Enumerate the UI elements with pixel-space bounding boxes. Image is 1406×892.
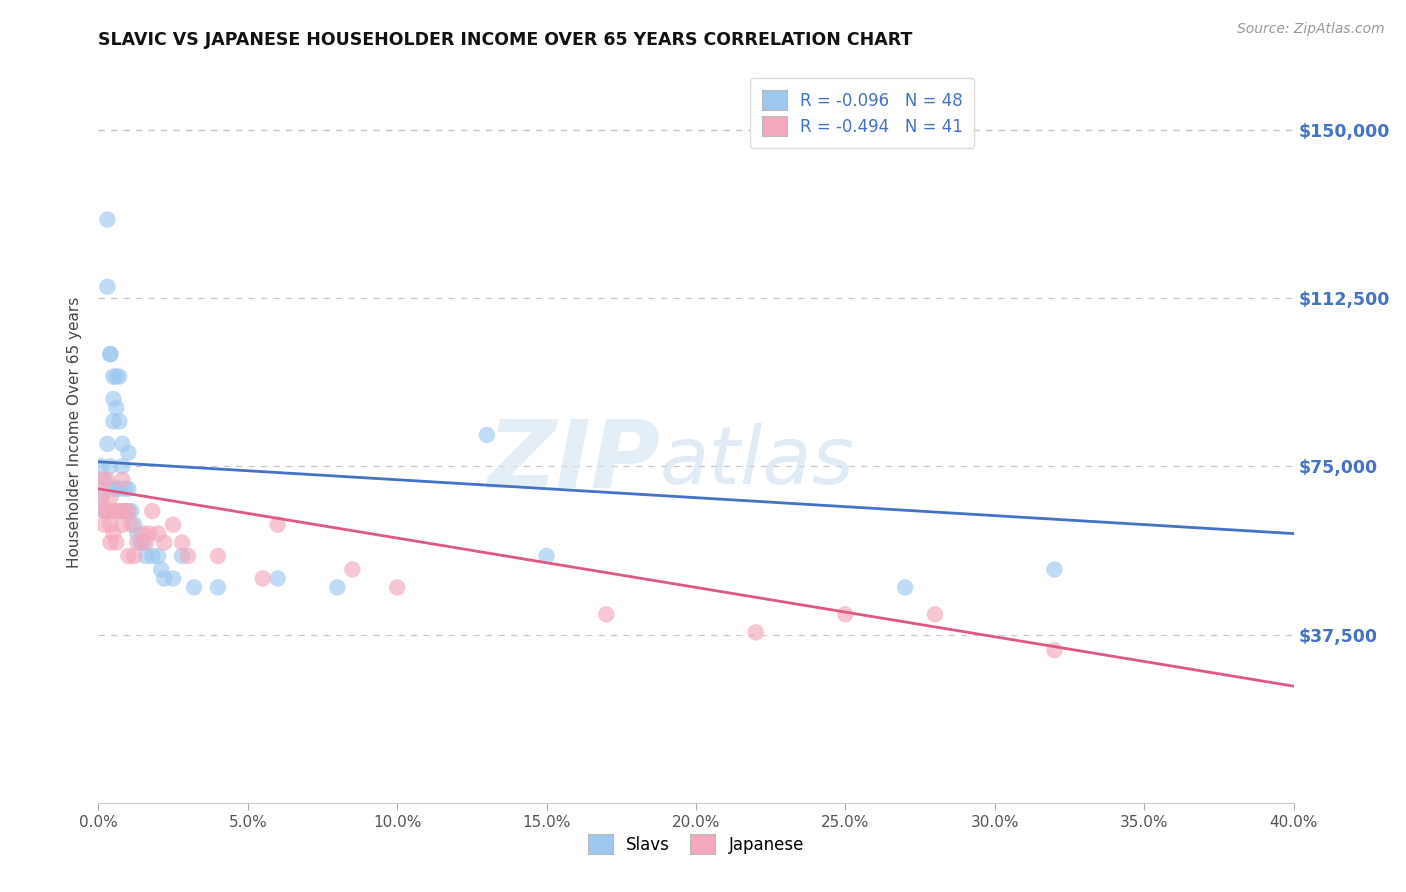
Point <box>108 504 131 518</box>
Point <box>103 504 125 518</box>
Point <box>103 369 125 384</box>
Point <box>103 526 125 541</box>
Legend: Slavs, Japanese: Slavs, Japanese <box>581 828 811 861</box>
Point <box>267 517 290 532</box>
Point <box>207 581 229 595</box>
Point <box>536 549 558 563</box>
Point <box>162 571 184 585</box>
Point <box>117 504 139 518</box>
Point <box>98 517 122 532</box>
Point <box>108 414 131 428</box>
Point <box>129 535 152 549</box>
Point <box>1043 643 1066 657</box>
Point <box>127 526 149 541</box>
Point <box>595 607 617 622</box>
Point <box>111 459 134 474</box>
Point <box>103 482 125 496</box>
Point <box>90 491 112 505</box>
Point <box>138 526 160 541</box>
Point <box>98 535 122 549</box>
Point <box>96 437 118 451</box>
Point <box>108 369 131 384</box>
Point <box>117 446 139 460</box>
Point <box>127 535 149 549</box>
Point <box>385 581 409 595</box>
Point <box>267 571 290 585</box>
Text: SLAVIC VS JAPANESE HOUSEHOLDER INCOME OVER 65 YEARS CORRELATION CHART: SLAVIC VS JAPANESE HOUSEHOLDER INCOME OV… <box>98 31 912 49</box>
Y-axis label: Householder Income Over 65 years: Householder Income Over 65 years <box>67 297 83 568</box>
Point <box>153 571 176 585</box>
Text: Source: ZipAtlas.com: Source: ZipAtlas.com <box>1237 22 1385 37</box>
Point <box>326 581 349 595</box>
Point <box>141 549 163 563</box>
Point <box>93 504 115 518</box>
Point <box>111 473 134 487</box>
Point <box>111 517 134 532</box>
Point <box>111 504 134 518</box>
Point <box>117 482 139 496</box>
Point <box>120 504 142 518</box>
Point <box>96 473 118 487</box>
Text: ZIP: ZIP <box>488 417 661 508</box>
Point <box>96 280 118 294</box>
Point <box>252 571 274 585</box>
Text: atlas: atlas <box>661 423 855 501</box>
Point <box>90 491 112 505</box>
Point <box>120 517 142 532</box>
Point <box>103 392 125 406</box>
Point <box>96 212 118 227</box>
Point <box>135 549 157 563</box>
Point <box>93 517 115 532</box>
Point <box>475 428 498 442</box>
Point <box>117 504 139 518</box>
Point <box>172 549 194 563</box>
Point <box>135 535 157 549</box>
Point <box>117 549 139 563</box>
Point <box>114 504 136 518</box>
Point <box>98 347 122 361</box>
Point <box>1043 562 1066 576</box>
Point <box>111 437 134 451</box>
Point <box>162 517 184 532</box>
Point <box>177 549 200 563</box>
Point <box>98 491 122 505</box>
Point <box>98 347 122 361</box>
Point <box>745 625 768 640</box>
Point <box>148 526 170 541</box>
Point <box>132 526 155 541</box>
Point <box>148 549 170 563</box>
Point <box>124 517 146 532</box>
Point <box>132 535 155 549</box>
Point <box>105 504 128 518</box>
Point <box>924 607 946 622</box>
Point <box>834 607 856 622</box>
Point <box>172 535 194 549</box>
Point <box>114 482 136 496</box>
Point <box>93 473 115 487</box>
Point <box>894 581 917 595</box>
Point <box>90 459 112 474</box>
Point <box>105 369 128 384</box>
Point <box>207 549 229 563</box>
Point <box>103 414 125 428</box>
Point <box>153 535 176 549</box>
Point <box>98 459 122 474</box>
Point <box>183 581 205 595</box>
Point <box>105 535 128 549</box>
Point <box>105 482 128 496</box>
Point <box>114 504 136 518</box>
Point <box>342 562 364 576</box>
Point <box>150 562 173 576</box>
Point <box>96 504 118 518</box>
Point <box>124 549 146 563</box>
Point <box>90 473 112 487</box>
Point <box>93 504 115 518</box>
Point <box>108 482 131 496</box>
Point <box>141 504 163 518</box>
Point <box>105 401 128 415</box>
